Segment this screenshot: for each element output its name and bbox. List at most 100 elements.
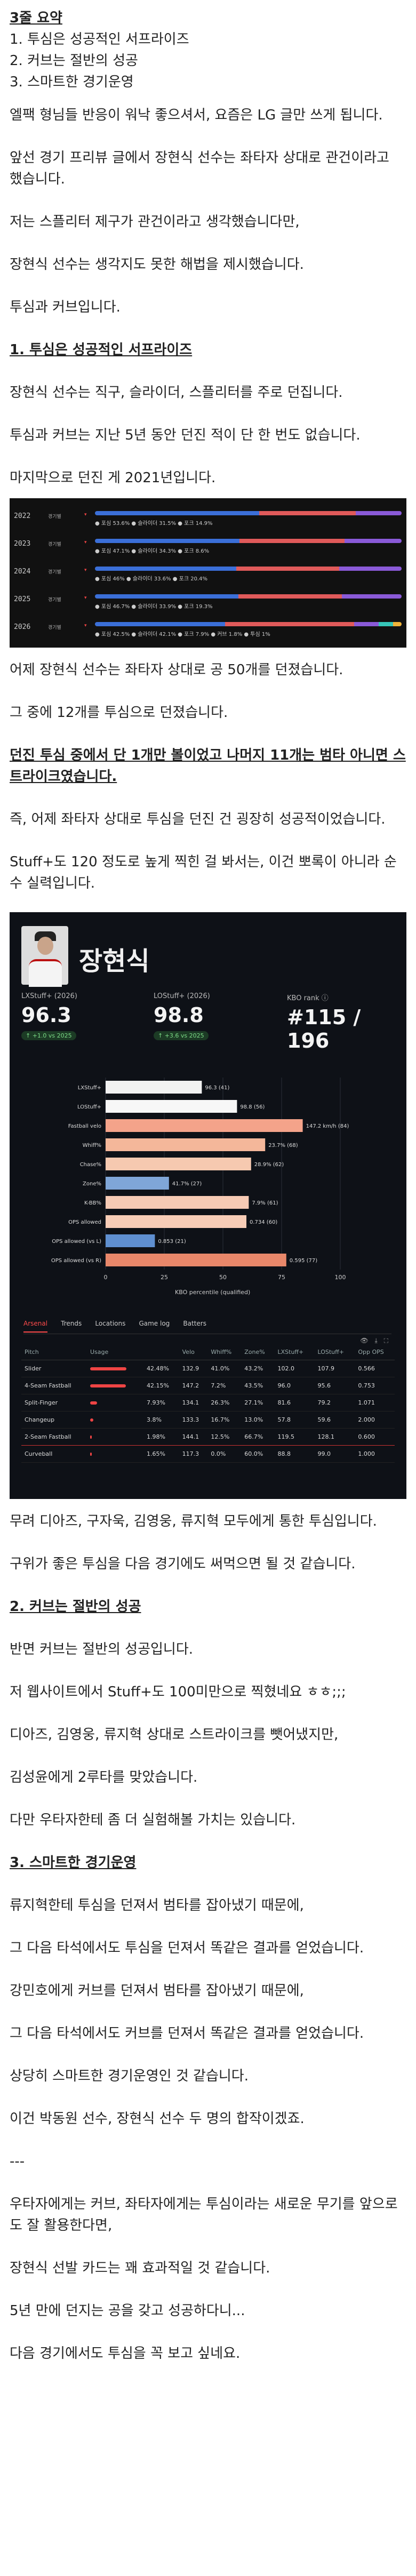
table-toolbar[interactable]: 👁 ⤓ ⛶ — [360, 1337, 390, 1344]
pitch-mix-tag[interactable]: 경기별 — [48, 625, 61, 631]
table-cell: 132.9 — [179, 1360, 208, 1377]
table-row[interactable]: Curveball 1.65% 117.3 0.0% 60.0% 88.8 99.0 1.00… — [21, 1445, 395, 1463]
bar — [106, 1158, 251, 1170]
dropdown-icon[interactable]: ▾ — [84, 595, 87, 601]
pitch-mix-image: 2022 경기별 ▾ ● 포심 53.6% ● 슬라이더 31.5% ● 포크 14.… — [10, 498, 406, 648]
tab-locations[interactable]: Locations — [95, 1320, 126, 1327]
category-label: OPS allowed (vs L) — [52, 1239, 101, 1245]
table-cell — [86, 1411, 144, 1429]
highlight-paragraph: 던진 투심 중에서 단 1개만 볼이었고 나머지 11개는 범타 아니면 스트라… — [10, 747, 406, 785]
tab-game-log[interactable]: Game log — [139, 1320, 170, 1327]
paragraph: 다만 우타자한테 좀 더 실험해볼 가치는 있습니다. — [10, 1812, 296, 1828]
pitch-mix-segment — [225, 622, 355, 626]
pitch-mix-row: 2022 경기별 ▾ ● 포심 53.6% ● 슬라이더 31.5% ● 포크 14.… — [10, 508, 406, 528]
table-cell: 81.6 — [274, 1394, 315, 1411]
dropdown-icon[interactable]: ▾ — [84, 512, 87, 517]
table-cell: 107.9 — [314, 1360, 355, 1377]
table-cell: 26.3% — [207, 1394, 242, 1411]
table-row[interactable]: 4-Seam Fastball 42.15% 147.2 7.2% 43.5% 96.0 9… — [21, 1377, 395, 1394]
table-row[interactable]: Split-Finger 7.93% 134.1 26.3% 27.1% 81.6 79.2… — [21, 1394, 395, 1411]
table-cell: 2.000 — [355, 1411, 395, 1429]
table-header[interactable]: Usage — [86, 1344, 144, 1360]
category-label: Zone% — [83, 1181, 101, 1187]
table-cell: 1.071 — [355, 1394, 395, 1411]
pitch-mix-segment — [345, 539, 402, 543]
table-cell: 4-Seam Fastball — [21, 1377, 87, 1394]
paragraph: 투심과 커브입니다. — [10, 299, 121, 315]
pitch-mix-track — [95, 594, 402, 599]
bar — [106, 1100, 237, 1113]
percentile-chart: 0 25 50 75 100 LXStuff+ 96.3 (41) LOStuff+ 98.8 … — [51, 1078, 349, 1281]
pitch-mix-segment — [342, 594, 402, 599]
bar — [106, 1215, 246, 1228]
paragraph: 구위가 좋은 투심을 다음 경기에도 써먹으면 될 것 같습니다. — [10, 1556, 356, 1572]
bar — [106, 1177, 169, 1190]
table-header[interactable]: Pitch — [21, 1344, 87, 1360]
pitch-mix-tag[interactable]: 경기별 — [48, 597, 61, 603]
dropdown-icon[interactable]: ▾ — [84, 568, 87, 573]
dropdown-icon[interactable]: ▾ — [84, 623, 87, 628]
pitch-mix-year: 2026 — [14, 623, 31, 631]
table-row[interactable]: 2-Seam Fastball 1.98% 144.1 12.5% 66.7% 119.5… — [21, 1428, 395, 1446]
table-cell — [86, 1377, 144, 1394]
data-label: 41.7% (27) — [172, 1181, 202, 1187]
table-row[interactable]: Slider 42.48% 132.9 41.0% 43.2% 102.0 107.9 0.5… — [21, 1360, 395, 1377]
table-cell — [86, 1445, 144, 1463]
summary-line-3: 3. 스마트한 경기운영 — [10, 74, 134, 90]
paragraph: 디아즈, 김영웅, 류지혁 상대로 스트라이크를 뺏어냈지만, — [10, 1727, 339, 1743]
table-header[interactable]: Whiff% — [207, 1344, 242, 1360]
pitch-mix-legend: ● 포심 42.5% ● 슬라이더 42.1% ● 포크 7.9% ● 커브 1… — [95, 632, 270, 637]
pitch-mix-segment — [239, 539, 345, 543]
paragraph: 류지혁한테 투심을 던져서 범타를 잡아냈기 때문에, — [10, 1897, 304, 1913]
pitch-mix-legend: ● 포심 46% ● 슬라이더 33.6% ● 포크 20.4% — [95, 576, 207, 582]
pitch-mix-track — [95, 622, 402, 626]
paragraph: 장현식 선수는 생각지도 못한 해법을 제시했습니다. — [10, 257, 304, 273]
paragraph: 앞선 경기 프리뷰 글에서 장현식 선수는 좌타자 상대로 관건이라고 했습니다… — [10, 150, 389, 187]
pitch-mix-segment — [95, 511, 260, 515]
table-cell: 117.3 — [179, 1445, 208, 1463]
summary-line-1: 1. 투심은 성공적인 서프라이즈 — [10, 31, 189, 47]
arsenal-table: Pitch Usage Velo Whiff% Zone% LXStuff+ LOStuff… — [21, 1344, 395, 1463]
table-cell: 16.7% — [207, 1411, 242, 1429]
pitch-mix-row: 2025 경기별 ▾ ● 포심 46.7% ● 슬라이더 33.9% ● 포크 19.… — [10, 591, 406, 611]
dropdown-icon[interactable]: ▾ — [84, 540, 87, 545]
tab-arsenal[interactable]: Arsenal — [23, 1320, 48, 1333]
table-header[interactable]: Zone% — [241, 1344, 275, 1360]
category-label: Whiff% — [83, 1143, 101, 1149]
table-header[interactable] — [143, 1344, 179, 1360]
pitch-mix-tag[interactable]: 경기별 — [48, 514, 61, 520]
player-card: 장현식 LXStuff+ (2026) 96.3 ↑ +1.0 vs 2025 … — [10, 912, 406, 1499]
paragraph: 반면 커브는 절반의 성공입니다. — [10, 1641, 194, 1657]
paragraph: 이건 박동원 선수, 장현식 선수 두 명의 합작이겠죠. — [10, 2111, 305, 2127]
paragraph: 그 중에 12개를 투심으로 던졌습니다. — [10, 705, 228, 721]
bar — [106, 1138, 266, 1151]
x-tick-label: 75 — [278, 1274, 285, 1281]
pitch-mix-tag[interactable]: 경기별 — [48, 570, 61, 575]
tab-batters[interactable]: Batters — [183, 1320, 206, 1327]
pitch-mix-tag[interactable]: 경기별 — [48, 542, 61, 547]
tab-trends[interactable]: Trends — [61, 1320, 82, 1327]
table-header[interactable]: Velo — [179, 1344, 208, 1360]
table-header[interactable]: LOStuff+ — [314, 1344, 355, 1360]
table-cell: 57.8 — [274, 1411, 315, 1429]
table-cell: 95.6 — [314, 1377, 355, 1394]
paragraph: 우타자에게는 커브, 좌타자에게는 투심이라는 새로운 무기를 앞으로도 잘 활… — [10, 2196, 398, 2234]
table-row[interactable]: Changeup 3.8% 133.3 16.7% 13.0% 57.8 59.6 2.000 — [21, 1411, 395, 1429]
x-tick-label: 100 — [335, 1274, 346, 1281]
category-label: Chase% — [80, 1162, 101, 1168]
table-header[interactable]: LXStuff+ — [274, 1344, 315, 1360]
table-cell: 42.15% — [143, 1377, 179, 1394]
data-label: 147.2 km/h (84) — [306, 1123, 349, 1129]
bar — [106, 1119, 303, 1132]
lxstuff-stat: LXStuff+ (2026) 96.3 ↑ +1.0 vs 2025 — [21, 992, 77, 1040]
paragraph: 장현식 선발 카드는 꽤 효과적일 것 같습니다. — [10, 2260, 270, 2276]
table-cell: 7.2% — [207, 1377, 242, 1394]
pitch-mix-row: 2024 경기별 ▾ ● 포심 46% ● 슬라이더 33.6% ● 포크 20.4% — [10, 563, 406, 584]
pitch-mix-segment — [236, 567, 339, 571]
paragraph: 상당히 스마트한 경기운영인 것 같습니다. — [10, 2068, 249, 2084]
table-header[interactable]: Opp OPS — [355, 1344, 395, 1360]
table-cell: 1.000 — [355, 1445, 395, 1463]
table-cell: 27.1% — [241, 1394, 275, 1411]
pitch-mix-segment — [95, 622, 226, 626]
table-cell: Split-Finger — [21, 1394, 87, 1411]
